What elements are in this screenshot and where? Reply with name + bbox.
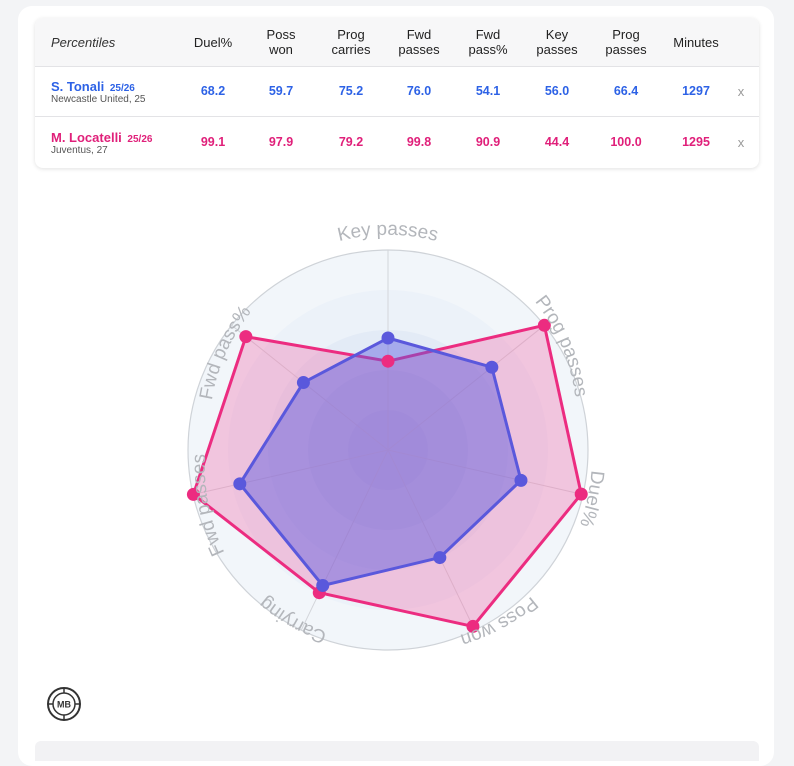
player-meta: Juventus, 27 [51, 145, 108, 156]
radar-series [186, 318, 588, 633]
table-header: Percentiles Duel% Poss won Prog carries … [35, 18, 759, 67]
logo-text: MB [57, 700, 71, 710]
season-label: 25/26 [127, 134, 153, 145]
value-fwd-pass-pct: 54.1 [475, 84, 501, 98]
next-section-edge [35, 741, 759, 761]
value-fwd-pass-pct: 90.9 [475, 135, 501, 149]
radar-grid [187, 249, 589, 651]
value-key-passes: 56.0 [544, 84, 570, 98]
percentiles-table: Percentiles Duel% Poss won Prog carries … [35, 18, 759, 168]
value-minutes: 1297 [682, 84, 710, 98]
player-name-text: S. Tonali [51, 79, 105, 94]
data-point [381, 354, 395, 368]
col-duel-pct[interactable]: Duel% [193, 34, 233, 50]
value-key-passes: 44.4 [544, 135, 570, 149]
value-prog-carries: 75.2 [338, 84, 364, 98]
value-poss-won: 97.9 [268, 135, 294, 149]
col-key-passes[interactable]: Key passes [536, 27, 578, 57]
data-point [186, 487, 200, 501]
value-fwd-passes: 99.8 [406, 135, 432, 149]
col-fwd-pass-pct[interactable]: Fwd pass% [468, 27, 508, 57]
radar-spoke [192, 449, 389, 495]
radar-spoke [387, 449, 584, 495]
table-row: M. Locatelli 25/26 Juventus, 27 99.1 97.… [35, 117, 759, 167]
percentiles-label: Percentiles [51, 34, 116, 50]
data-point [537, 318, 551, 332]
value-fwd-passes: 76.0 [406, 84, 432, 98]
data-point [239, 330, 253, 344]
player-name-text: M. Locatelli [51, 130, 122, 145]
radar-spoke [231, 324, 389, 451]
value-prog-passes: 66.4 [613, 84, 639, 98]
data-point [466, 619, 480, 633]
col-poss-won[interactable]: Poss won [266, 27, 296, 57]
data-point [574, 487, 588, 501]
table-row: S. Tonali 25/26 Newcastle United, 25 68.… [35, 66, 759, 117]
axis-label: Key passes [335, 219, 440, 246]
col-prog-carries[interactable]: Prog carries [331, 27, 371, 57]
remove-player-button[interactable]: x [737, 134, 745, 150]
remove-player-button[interactable]: x [737, 83, 745, 99]
col-fwd-passes[interactable]: Fwd passes [398, 27, 440, 57]
data-point [296, 376, 310, 390]
player-meta: Newcastle United, 25 [51, 94, 146, 105]
radar-spoke [387, 449, 476, 631]
value-prog-passes: 100.0 [610, 135, 642, 149]
data-point [433, 551, 447, 565]
radar-spoke [300, 449, 389, 631]
col-prog-passes[interactable]: Prog passes [605, 27, 647, 57]
player-name[interactable]: M. Locatelli 25/26 [51, 130, 152, 145]
data-point [233, 477, 247, 491]
value-poss-won: 59.7 [268, 84, 294, 98]
value-duel-pct: 68.2 [200, 84, 226, 98]
data-point [381, 331, 395, 345]
col-minutes[interactable]: Minutes [673, 34, 719, 50]
mb-logo-icon: MB [47, 687, 81, 721]
season-label: 25/26 [109, 83, 135, 94]
data-point [485, 360, 499, 374]
value-prog-carries: 79.2 [338, 135, 364, 149]
series-tonali-area [238, 336, 523, 588]
radar-spoke [387, 324, 545, 451]
data-point [514, 473, 528, 487]
value-duel-pct: 99.1 [200, 135, 226, 149]
value-minutes: 1295 [682, 135, 710, 149]
data-point [316, 579, 330, 593]
player-name[interactable]: S. Tonali 25/26 [51, 79, 135, 94]
